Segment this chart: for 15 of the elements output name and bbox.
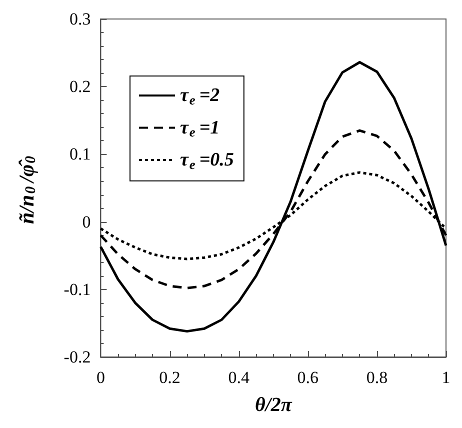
x-tick-label: 0.2 — [159, 368, 180, 387]
y-tick-label: -0.1 — [64, 280, 91, 299]
x-tick-label: 0 — [96, 368, 105, 387]
y-tick-label: 0.2 — [69, 77, 91, 96]
x-axis-title: θ/2π — [254, 394, 293, 416]
y-axis-title: ñ/n0/φ̂0 — [14, 155, 40, 224]
y-tick-label: 0 — [82, 212, 91, 232]
x-tick-label: 0.4 — [228, 368, 250, 387]
y-tick-label: 0.1 — [69, 144, 91, 164]
line-series — [99, 61, 448, 333]
y-tick-label: -0.2 — [64, 348, 91, 366]
x-tick-label: 0.6 — [297, 368, 319, 387]
x-tick-label: 1 — [442, 368, 450, 387]
y-tick-label: 0.3 — [69, 10, 91, 28]
x-tick-label: 0.8 — [366, 368, 388, 387]
